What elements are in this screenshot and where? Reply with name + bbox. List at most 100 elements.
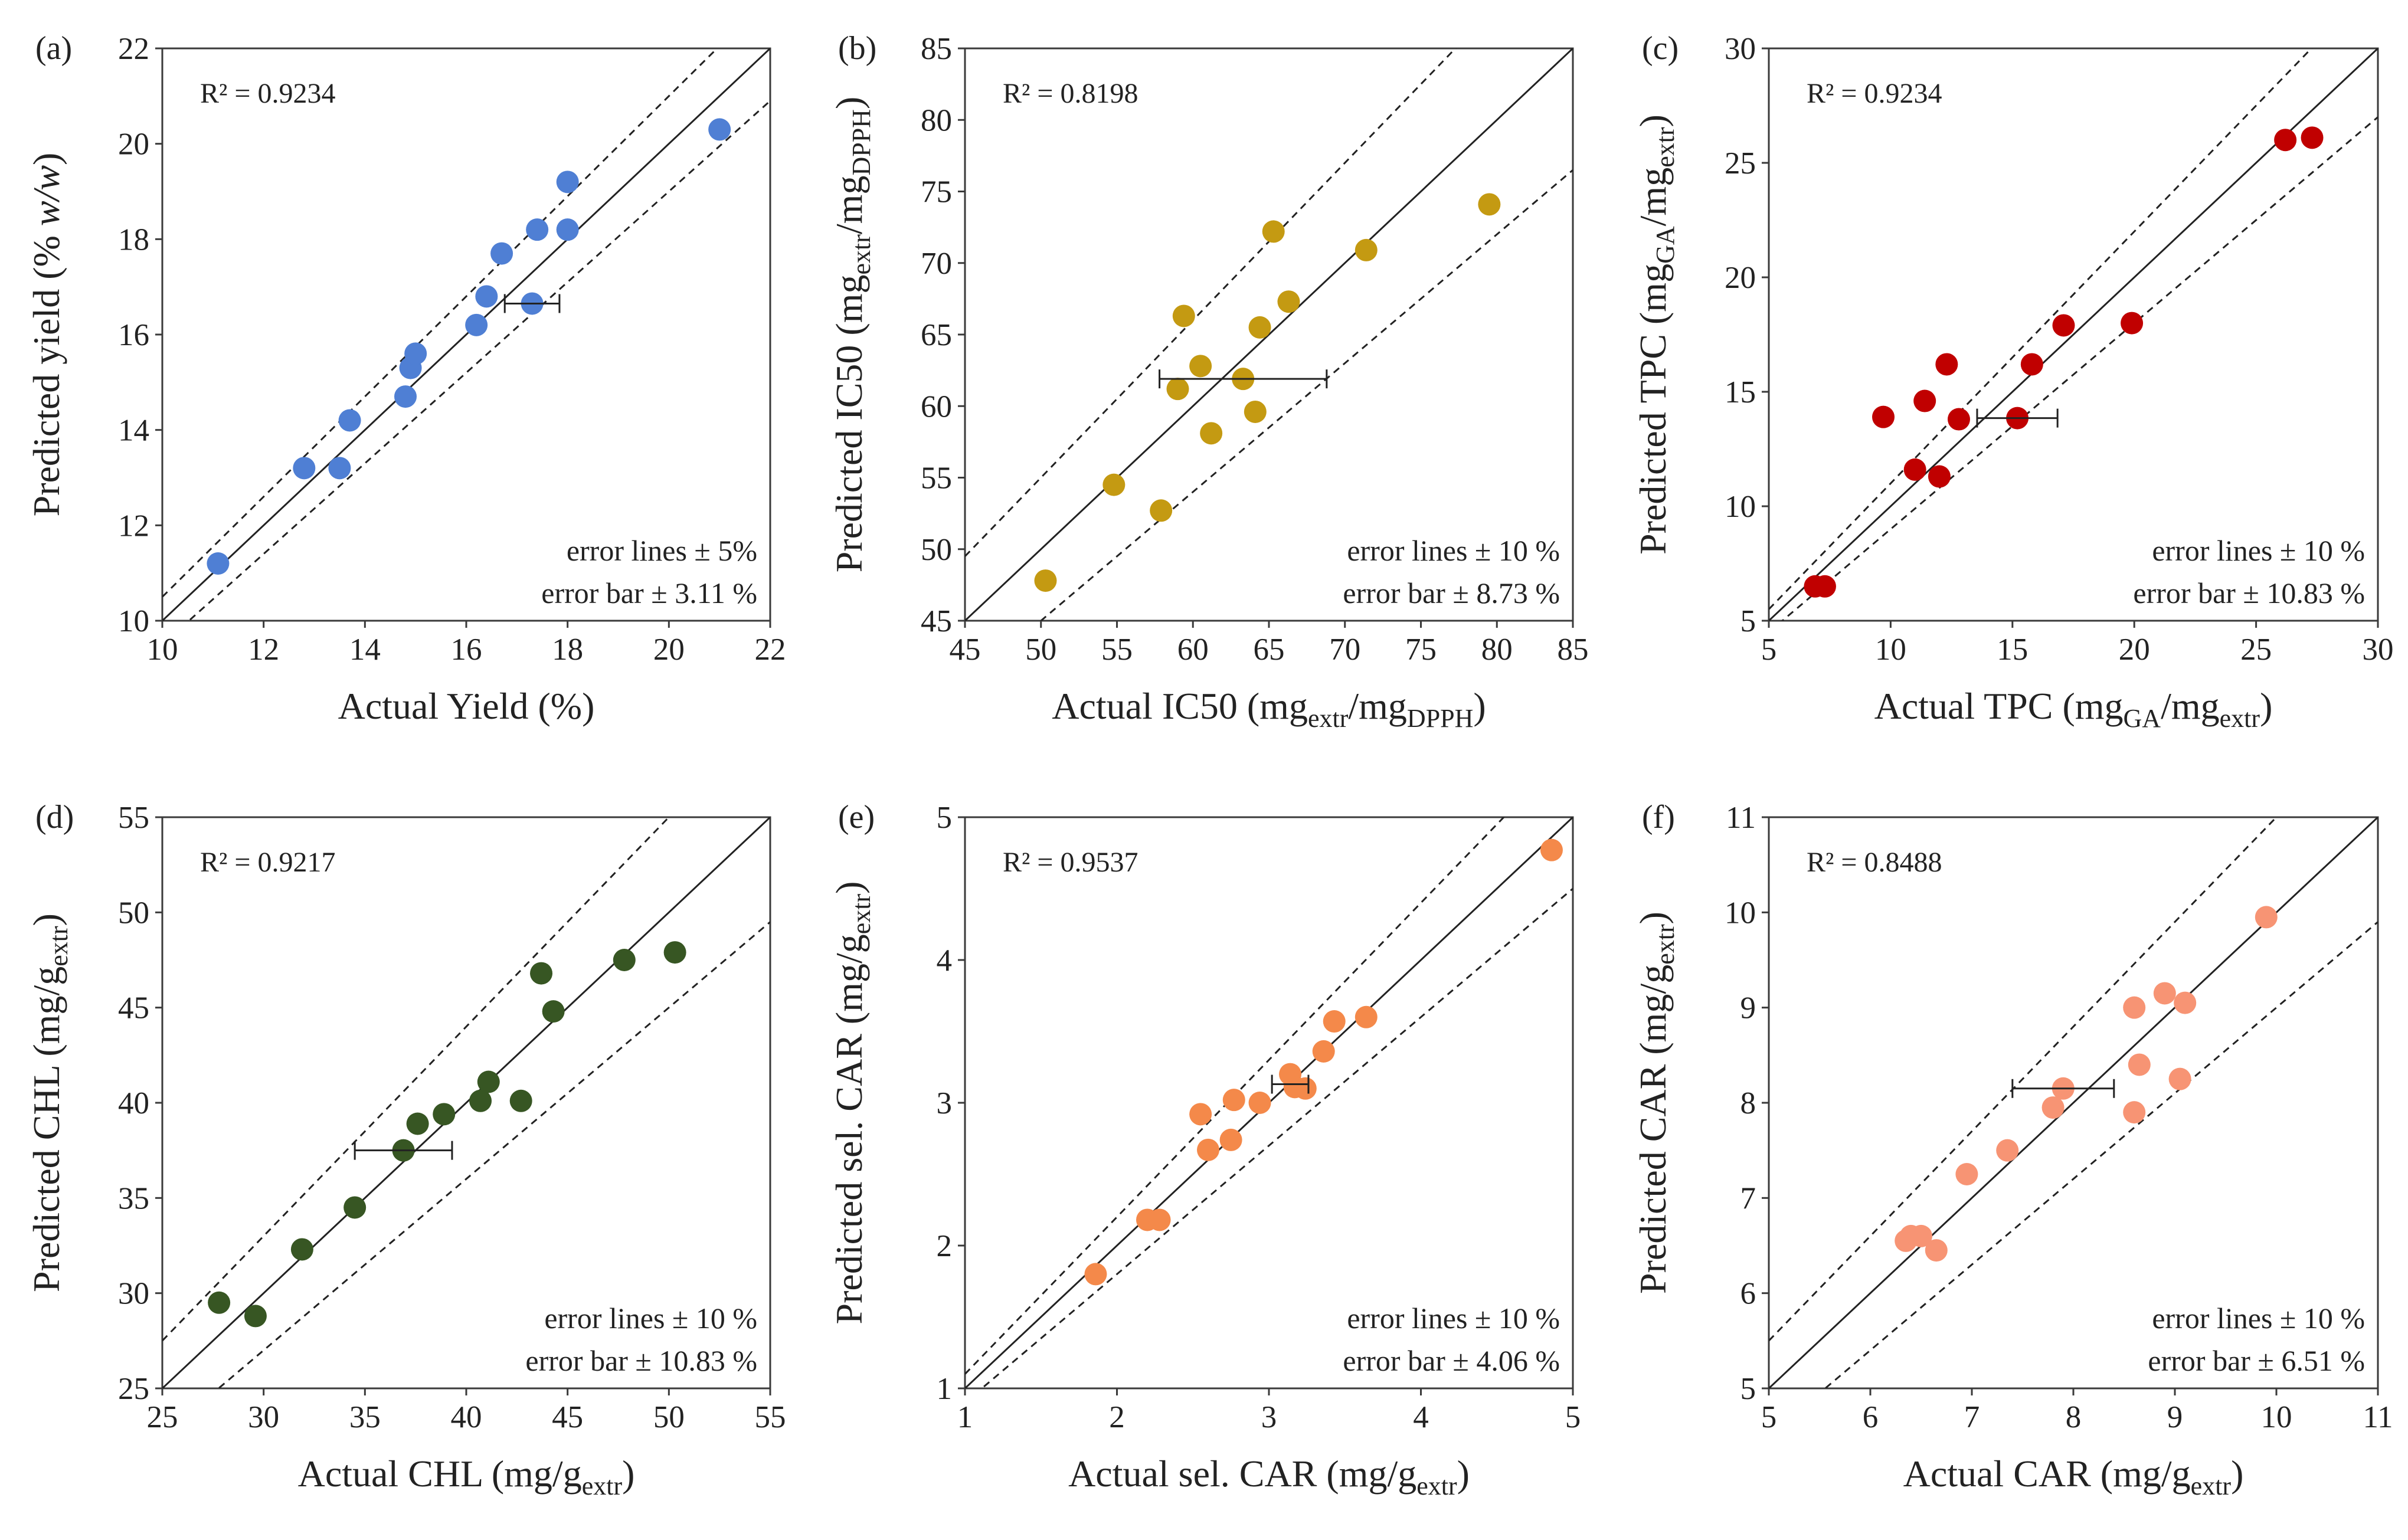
panel-label: (c) bbox=[1642, 30, 1679, 67]
x-tick-label: 5 bbox=[1565, 1400, 1581, 1434]
data-point bbox=[465, 313, 488, 336]
data-point bbox=[1928, 465, 1951, 488]
x-tick-label: 30 bbox=[248, 1400, 279, 1434]
plot-frame bbox=[1768, 47, 2379, 622]
y-tick-label: 55 bbox=[118, 801, 149, 835]
error-bar-note: error bar ± 10.83 % bbox=[525, 1344, 757, 1377]
data-point bbox=[328, 457, 351, 480]
error-bar bbox=[1271, 1074, 1310, 1094]
data-point bbox=[475, 285, 498, 308]
x-tick-label: 7 bbox=[1964, 1400, 1980, 1434]
data-point bbox=[2123, 996, 2146, 1019]
r-squared-label: R² = 0.9234 bbox=[200, 78, 335, 109]
data-point bbox=[1354, 1005, 1378, 1028]
error-line-lower bbox=[217, 921, 770, 1388]
identity-line bbox=[162, 48, 770, 621]
data-point bbox=[1189, 1103, 1212, 1126]
data-point bbox=[207, 552, 230, 575]
data-point bbox=[556, 218, 579, 241]
y-tick-label: 10 bbox=[118, 604, 149, 638]
x-tick-label: 25 bbox=[2240, 633, 2272, 667]
x-tick-label: 20 bbox=[2119, 633, 2150, 667]
data-point bbox=[2255, 906, 2278, 929]
y-tick-label: 20 bbox=[1725, 261, 1756, 295]
panel-label: (a) bbox=[35, 30, 72, 67]
data-point bbox=[490, 242, 513, 265]
data-point bbox=[1248, 1092, 1271, 1114]
y-axis-label: Predicted IC50 (mgextr/mgDPPH) bbox=[828, 97, 876, 573]
data-point bbox=[404, 342, 427, 365]
data-point bbox=[1540, 838, 1563, 861]
data-point bbox=[1150, 499, 1173, 522]
panel-e: 1 2 3 4 5 1 2 3 4 5 R² = 0.9537 error lines ± 10 % e… bbox=[828, 799, 1581, 1500]
data-point bbox=[1294, 1077, 1317, 1100]
data-point bbox=[1354, 238, 1378, 261]
y-tick-label: 50 bbox=[921, 533, 952, 567]
x-tick-label: 10 bbox=[147, 633, 178, 667]
x-tick-label: 60 bbox=[1177, 633, 1209, 667]
reference-lines bbox=[162, 48, 770, 621]
y-tick-label: 6 bbox=[1740, 1277, 1756, 1311]
data-point bbox=[2274, 129, 2297, 152]
y-tick-label: 75 bbox=[921, 175, 952, 209]
panel-label: (d) bbox=[35, 799, 74, 835]
x-tick-label: 10 bbox=[2261, 1400, 2292, 1434]
x-tick-label: 12 bbox=[248, 633, 279, 667]
data-point bbox=[1277, 290, 1300, 313]
x-tick-label: 3 bbox=[1261, 1400, 1277, 1434]
panel-b: 45 50 55 60 65 70 75 80 85 45 50 55 60 65 70 75 80 85 R² =… bbox=[828, 30, 1589, 733]
y-tick-label: 40 bbox=[118, 1086, 149, 1120]
error-lines-note: error lines ± 10 % bbox=[1347, 1302, 1560, 1335]
y-tick-label: 5 bbox=[937, 801, 953, 835]
x-tick-label: 16 bbox=[451, 633, 482, 667]
data-point bbox=[1996, 1139, 2019, 1162]
y-tick-label: 2 bbox=[937, 1229, 953, 1263]
y-axis-label: Predicted CAR (mg/gextr) bbox=[1632, 912, 1680, 1294]
y-tick-label: 16 bbox=[118, 318, 149, 352]
x-axis-label: Actual sel. CAR (mg/gextr) bbox=[1068, 1453, 1470, 1500]
x-tick-label: 45 bbox=[552, 1400, 583, 1434]
error-lines-note: error lines ± 10 % bbox=[2152, 1302, 2365, 1335]
data-point bbox=[1913, 389, 1936, 412]
error-bar-note: error bar ± 8.73 % bbox=[1343, 576, 1560, 610]
data-point bbox=[556, 171, 579, 194]
y-tick-label: 8 bbox=[1740, 1086, 1756, 1120]
y-tick-label: 5 bbox=[1740, 604, 1756, 638]
error-line-upper bbox=[1769, 817, 2278, 1342]
data-point bbox=[1189, 355, 1212, 378]
x-tick-label: 4 bbox=[1413, 1400, 1429, 1434]
y-tick-label: 18 bbox=[118, 222, 149, 257]
x-tick-label: 8 bbox=[2066, 1400, 2082, 1434]
r-squared-label: R² = 0.9234 bbox=[1807, 78, 1942, 109]
x-tick-label: 35 bbox=[349, 1400, 381, 1434]
data-point bbox=[2174, 991, 2197, 1014]
data-point bbox=[338, 409, 361, 432]
x-tick-label: 80 bbox=[1481, 633, 1513, 667]
data-point bbox=[2301, 126, 2324, 149]
y-axis-label: Predicted sel. CAR (mg/gextr) bbox=[828, 882, 876, 1325]
y-tick-label: 12 bbox=[118, 509, 149, 543]
data-point bbox=[1200, 422, 1223, 445]
panel-label: (e) bbox=[838, 799, 875, 835]
y-tick-label: 35 bbox=[118, 1181, 149, 1215]
data-point bbox=[2041, 1096, 2065, 1119]
data-point bbox=[1102, 473, 1126, 496]
data-point bbox=[2052, 314, 2075, 337]
identity-line bbox=[162, 817, 770, 1388]
data-point bbox=[1262, 220, 1285, 243]
y-axis-label: Predicted TPC (mgGA/mgextr) bbox=[1632, 114, 1680, 555]
y-tick-label: 45 bbox=[118, 991, 149, 1025]
error-bar bbox=[503, 294, 561, 313]
x-tick-label: 18 bbox=[552, 633, 583, 667]
panel-label: (f) bbox=[1642, 799, 1675, 835]
y-axis-label: Predicted yield (% w/w) bbox=[25, 153, 67, 517]
data-point bbox=[526, 218, 549, 241]
error-line-upper bbox=[965, 817, 1506, 1375]
data-point bbox=[2020, 353, 2043, 376]
panel-c: 5 10 15 20 25 30 5 10 15 20 25 30 R² = 0.9234 error l… bbox=[1632, 30, 2394, 733]
y-tick-label: 20 bbox=[118, 127, 149, 162]
data-point bbox=[2153, 982, 2176, 1005]
x-tick-label: 22 bbox=[755, 633, 786, 667]
x-axis-label: Actual TPC (mgGA/mgextr) bbox=[1874, 685, 2273, 733]
data-point bbox=[1903, 458, 1926, 481]
